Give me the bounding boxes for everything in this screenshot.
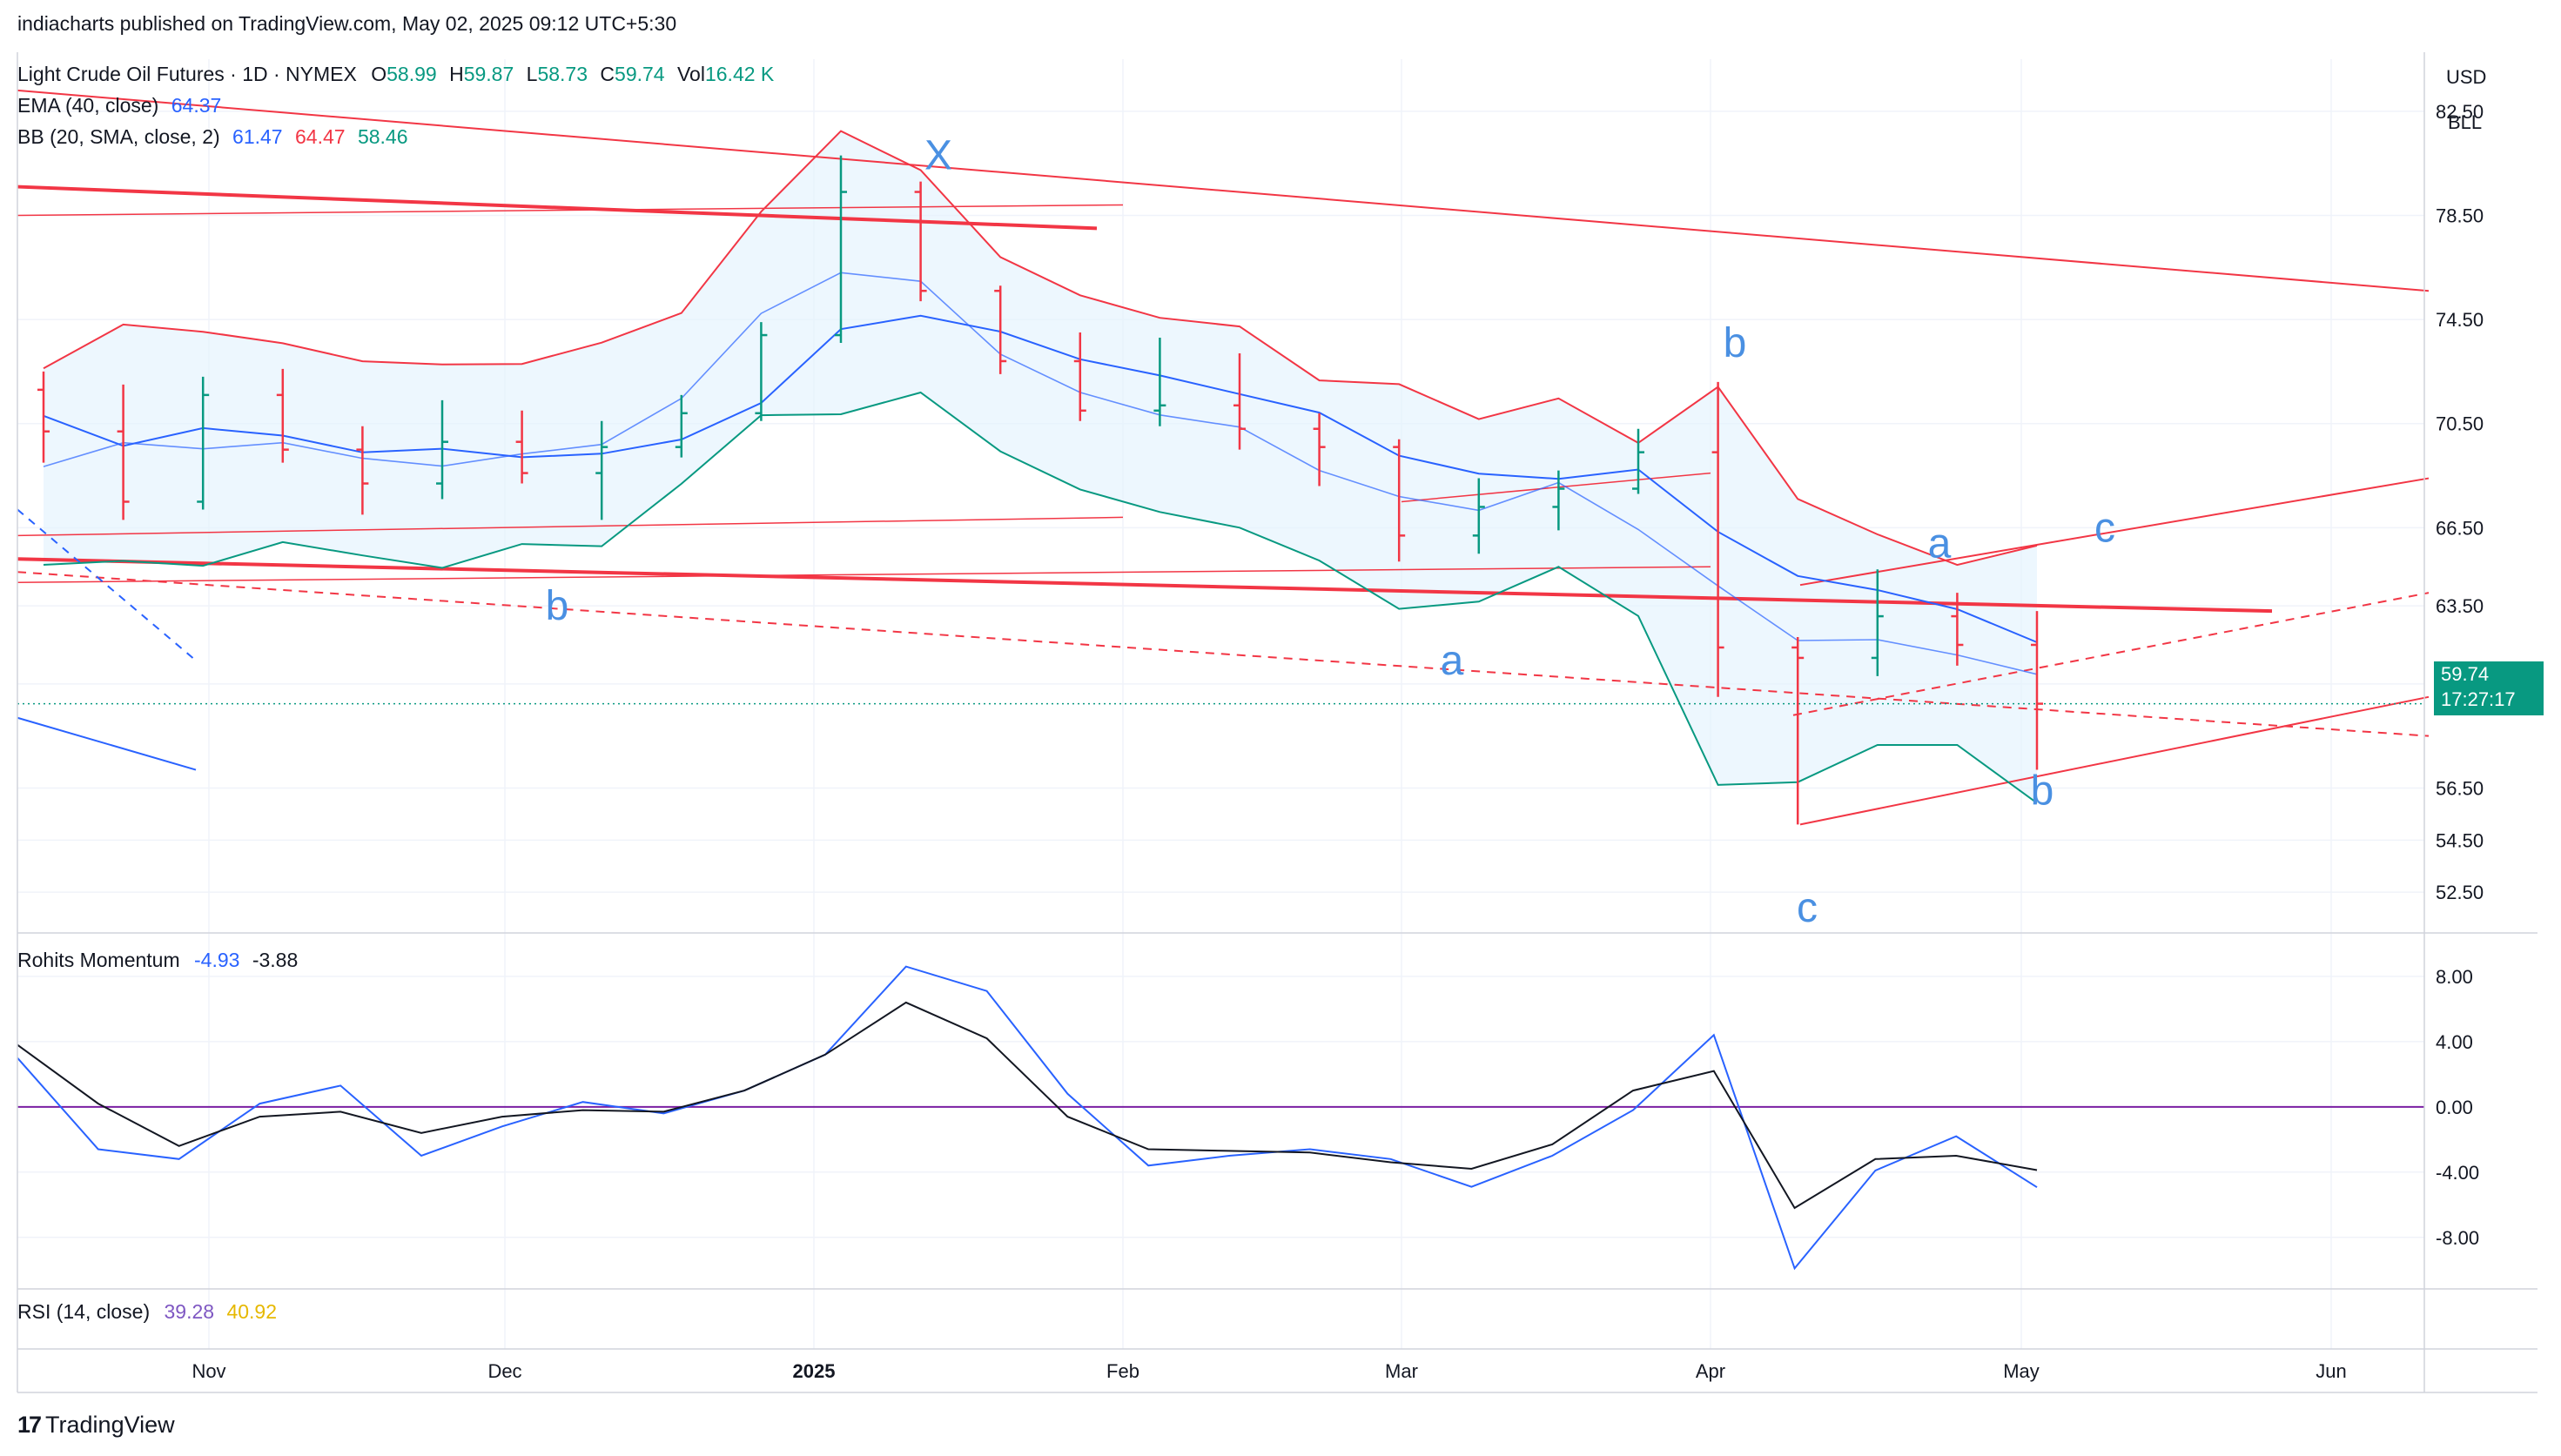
march-support-line [1401, 472, 1711, 503]
close-label: C [600, 63, 615, 85]
bollinger-fill [44, 131, 2037, 803]
time-tick-label: Apr [1696, 1360, 1725, 1382]
wave-label: b [546, 583, 569, 629]
momentum-series [17, 965, 2424, 1271]
rising-support-line [1799, 695, 2430, 826]
close-value: 59.74 [615, 63, 665, 85]
wave-label: a [1441, 638, 1464, 684]
upper-channel-trendline [17, 89, 2430, 292]
momentum-tick-label: 4.00 [2436, 1031, 2473, 1053]
price-tick-label: 70.50 [2436, 413, 2484, 435]
resistance-trendline [17, 185, 1098, 231]
bb-upper-value: 64.47 [294, 125, 346, 148]
last-price-value: 59.74 [2441, 663, 2490, 685]
axes: 82.5078.5074.5070.5066.5063.5060.5056.50… [17, 52, 2537, 1393]
momentum-tick-label: 0.00 [2436, 1097, 2473, 1118]
time-tick-label: Nov [192, 1360, 225, 1382]
bb-lower-value: 58.46 [357, 125, 408, 148]
blue-solid-line [17, 716, 197, 771]
open-value: 58.99 [387, 63, 437, 85]
symbol-name: Light Crude Oil Futures · 1D · NYMEX [17, 63, 357, 85]
price-tick-label: 78.50 [2436, 205, 2484, 226]
lower-flat-line [17, 566, 1711, 583]
dashed-up-trendline [1792, 592, 2430, 716]
wave-labels: Xb b a a c c b [546, 133, 2115, 931]
price-tick-label: 66.50 [2436, 517, 2484, 539]
time-tick-label: 2025 [793, 1360, 836, 1382]
tradingview-logo-icon: 17 [17, 1412, 42, 1438]
trendlines [17, 89, 2430, 826]
wave-label: b [1724, 320, 1747, 366]
price-tick-label: 63.50 [2436, 595, 2484, 617]
volume-label: Vol [676, 63, 705, 85]
high-value: 59.87 [463, 63, 514, 85]
ema-label: EMA (40, close) [17, 94, 159, 117]
volume-value: 16.42 K [704, 63, 775, 85]
momentum-legend[interactable]: Rohits Momentum -4.93 -3.88 [17, 949, 298, 972]
rsi-legend[interactable]: RSI (14, close) 39.28 40.92 [17, 1300, 277, 1324]
bollinger-upper-line [43, 130, 2038, 567]
ema-line [43, 314, 2038, 643]
bollinger-basis-line [43, 272, 2038, 675]
price-tick-label: 82.50 [2436, 101, 2484, 123]
price-tick-label: 52.50 [2436, 882, 2484, 903]
momentum-value-1: -4.93 [194, 949, 240, 971]
neckline-trendline [17, 557, 2273, 614]
wave-label: a [1928, 520, 1952, 567]
price-tick-label: 54.50 [2436, 829, 2484, 851]
low-value: 58.73 [537, 63, 588, 85]
rsi-label: RSI (14, close) [17, 1300, 151, 1323]
wave-label: c [2094, 505, 2115, 551]
blue-dashed-line [17, 508, 197, 661]
momentum-value-2: -3.88 [252, 949, 299, 971]
currency-label[interactable]: USD [2446, 66, 2487, 88]
rsi-value-1: 39.28 [164, 1300, 215, 1323]
time-tick-label: Feb [1106, 1360, 1139, 1382]
time-tick-label: Dec [487, 1360, 521, 1382]
bar-countdown: 17:27:17 [2441, 688, 2516, 710]
ema-legend[interactable]: EMA (40, close) 64.37 [17, 94, 221, 117]
high-label: H [449, 63, 464, 85]
momentum-tick-label: 8.00 [2436, 966, 2473, 988]
flat-resistance-line [17, 204, 1124, 217]
rising-resistance-line [1799, 477, 2430, 587]
momentum-tick-label: -4.00 [2436, 1162, 2479, 1184]
tradingview-logo[interactable]: 17 TradingView [17, 1412, 175, 1439]
time-tick-label: Mar [1385, 1360, 1418, 1382]
momentum-fast-line [17, 965, 2038, 1271]
publish-line: indiacharts published on TradingView.com… [17, 12, 677, 35]
price-tick-label: 56.50 [2436, 777, 2484, 799]
wave-label: c [1797, 885, 1818, 931]
open-label: O [371, 63, 387, 85]
price-tick-label: 74.50 [2436, 309, 2484, 331]
indicator-lines [43, 130, 2038, 804]
bb-legend[interactable]: BB (20, SMA, close, 2) 61.47 64.47 58.46 [17, 125, 408, 149]
momentum-label: Rohits Momentum [17, 949, 180, 971]
mid-channel-line [17, 516, 1124, 537]
low-label: L [526, 63, 538, 85]
time-tick-label: Jun [2316, 1360, 2346, 1382]
bb-basis-value: 61.47 [232, 125, 283, 148]
bollinger-band-fill [44, 131, 2037, 803]
bll-label[interactable]: BLL [2448, 111, 2483, 133]
rsi-value-2: 40.92 [226, 1300, 278, 1323]
symbol-legend[interactable]: Light Crude Oil Futures · 1D · NYMEX O58… [17, 63, 774, 86]
wave-label: X [924, 133, 952, 179]
tradingview-brand-text: TradingView [45, 1412, 175, 1438]
bollinger-lower-line [43, 391, 2038, 804]
time-tick-label: May [2003, 1360, 2040, 1382]
momentum-tick-label: -8.00 [2436, 1227, 2479, 1249]
ema-value: 64.37 [171, 94, 222, 117]
wave-label: b [2031, 768, 2054, 814]
momentum-slow-line [17, 1001, 2038, 1210]
dashed-down-trendline [17, 571, 2430, 737]
last-price-badge: 59.74 17:27:17 [2434, 661, 2544, 715]
candlestick-series [37, 155, 2043, 825]
bb-label: BB (20, SMA, close, 2) [17, 125, 220, 148]
